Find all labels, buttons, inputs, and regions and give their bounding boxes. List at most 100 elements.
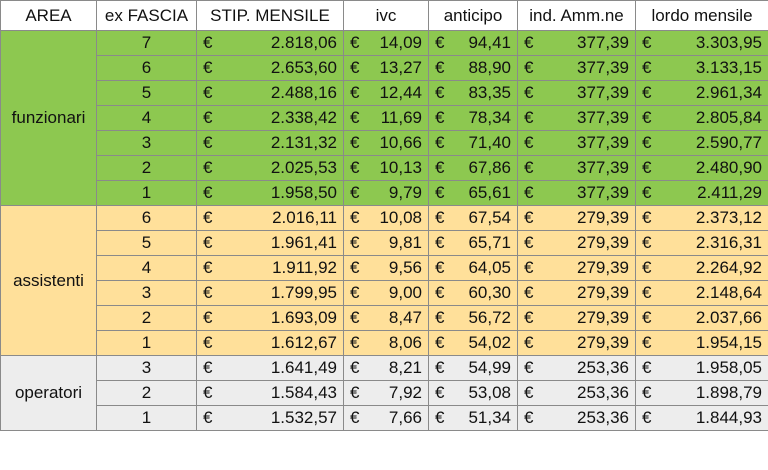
table-row: operatori 3 €1.641,49 €8,21 €54,99 €253,36 €1.…: [0, 355, 768, 431]
currency-symbol: €: [524, 233, 534, 252]
ivc-cell: €12,44: [343, 80, 429, 106]
currency-symbol: €: [642, 133, 652, 152]
lordo-mensile-value: 3.133,15: [695, 58, 762, 77]
lordo-mensile-cell: €1.958,05: [635, 355, 768, 381]
currency-symbol: €: [435, 233, 445, 252]
lordo-mensile-value: 2.961,34: [695, 83, 762, 102]
lordo-mensile-cell: €2.411,29: [635, 180, 768, 206]
stip-mensile-cell: €2.818,06: [196, 30, 344, 56]
table-row: 3 €2.131,32 €10,66 €71,40 €377,39 €2.590,77: [1, 130, 768, 156]
currency-symbol: €: [642, 233, 652, 252]
lordo-mensile-cell: €2.805,84: [635, 105, 768, 131]
anticipo-cell: €88,90: [428, 55, 518, 81]
currency-symbol: €: [350, 58, 360, 77]
stip-mensile-cell: €1.693,09: [196, 305, 344, 331]
ivc-value: 14,09: [379, 33, 422, 52]
currency-symbol: €: [524, 283, 534, 302]
currency-symbol: €: [350, 258, 360, 277]
anticipo-value: 56,72: [468, 308, 511, 327]
ind-amm-cell: €279,39: [517, 305, 636, 331]
lordo-mensile-cell: €1.954,15: [635, 330, 768, 356]
table-row: 4 €1.911,92 €9,56 €64,05 €279,39 €2.264,92: [1, 255, 768, 281]
currency-symbol: €: [642, 183, 652, 202]
currency-symbol: €: [642, 408, 652, 427]
ind-amm-value: 279,39: [577, 333, 629, 352]
fascia-cell: 7: [96, 30, 197, 56]
currency-symbol: €: [642, 383, 652, 402]
anticipo-cell: €51,34: [428, 405, 518, 431]
ivc-cell: €10,13: [343, 155, 429, 181]
stip-mensile-value: 2.131,32: [270, 133, 337, 152]
fascia-cell: 6: [96, 205, 197, 231]
currency-symbol: €: [524, 83, 534, 102]
currency-symbol: €: [524, 183, 534, 202]
fascia-cell: 1: [96, 330, 197, 356]
lordo-mensile-value: 1.898,79: [695, 383, 762, 402]
header-ex-fascia: ex FASCIA: [96, 0, 197, 31]
currency-symbol: €: [350, 133, 360, 152]
ivc-value: 9,79: [388, 183, 422, 202]
stip-mensile-value: 2.338,42: [270, 108, 337, 127]
anticipo-cell: €54,99: [428, 355, 518, 381]
lordo-mensile-value: 2.316,31: [695, 233, 762, 252]
stip-mensile-cell: €2.653,60: [196, 55, 344, 81]
anticipo-value: 71,40: [468, 133, 511, 152]
anticipo-value: 67,86: [468, 158, 511, 177]
currency-symbol: €: [203, 333, 213, 352]
currency-symbol: €: [524, 58, 534, 77]
anticipo-cell: €83,35: [428, 80, 518, 106]
header-anticipo: anticipo: [428, 0, 518, 31]
stip-mensile-value: 1.799,95: [270, 283, 337, 302]
ivc-cell: €9,56: [343, 255, 429, 281]
currency-symbol: €: [435, 133, 445, 152]
fascia-cell: 6: [96, 55, 197, 81]
currency-symbol: €: [642, 308, 652, 327]
ivc-cell: €13,27: [343, 55, 429, 81]
anticipo-value: 51,34: [468, 408, 511, 427]
ind-amm-value: 279,39: [577, 308, 629, 327]
currency-symbol: €: [350, 408, 360, 427]
currency-symbol: €: [524, 158, 534, 177]
stip-mensile-value: 2.818,06: [270, 33, 337, 52]
ind-amm-cell: €253,36: [517, 380, 636, 406]
table-row: 2 €1.584,43 €7,92 €53,08 €253,36 €1.898,79: [1, 380, 768, 406]
fascia-cell: 3: [96, 280, 197, 306]
ivc-value: 9,00: [388, 283, 422, 302]
anticipo-value: 67,54: [468, 208, 511, 227]
ivc-value: 13,27: [379, 58, 422, 77]
ind-amm-cell: €377,39: [517, 105, 636, 131]
lordo-mensile-cell: €1.844,93: [635, 405, 768, 431]
stip-mensile-cell: €1.584,43: [196, 380, 344, 406]
stip-mensile-value: 1.584,43: [270, 383, 337, 402]
header-lordo-mensile: lordo mensile: [635, 0, 768, 31]
currency-symbol: €: [203, 233, 213, 252]
currency-symbol: €: [203, 33, 213, 52]
ind-amm-value: 253,36: [577, 383, 629, 402]
currency-symbol: €: [435, 333, 445, 352]
header-row: AREA ex FASCIA STIP. MENSILE ivc anticip…: [0, 0, 768, 31]
currency-symbol: €: [524, 358, 534, 377]
ind-amm-cell: €279,39: [517, 205, 636, 231]
ind-amm-cell: €253,36: [517, 405, 636, 431]
ivc-cell: €9,79: [343, 180, 429, 206]
ind-amm-value: 377,39: [577, 133, 629, 152]
currency-symbol: €: [524, 408, 534, 427]
fascia-cell: 5: [96, 230, 197, 256]
currency-symbol: €: [524, 208, 534, 227]
ivc-value: 10,08: [379, 208, 422, 227]
fascia-cell: 4: [96, 255, 197, 281]
anticipo-value: 60,30: [468, 283, 511, 302]
ivc-value: 10,66: [379, 133, 422, 152]
currency-symbol: €: [203, 183, 213, 202]
ivc-value: 11,69: [380, 108, 422, 127]
ind-amm-value: 377,39: [577, 33, 629, 52]
currency-symbol: €: [350, 358, 360, 377]
ind-amm-cell: €253,36: [517, 355, 636, 381]
currency-symbol: €: [642, 108, 652, 127]
anticipo-cell: €60,30: [428, 280, 518, 306]
currency-symbol: €: [203, 133, 213, 152]
anticipo-cell: €71,40: [428, 130, 518, 156]
ivc-value: 7,92: [388, 383, 422, 402]
table-row: 1 €1.532,57 €7,66 €51,34 €253,36 €1.844,93: [1, 405, 768, 431]
fascia-cell: 3: [96, 130, 197, 156]
